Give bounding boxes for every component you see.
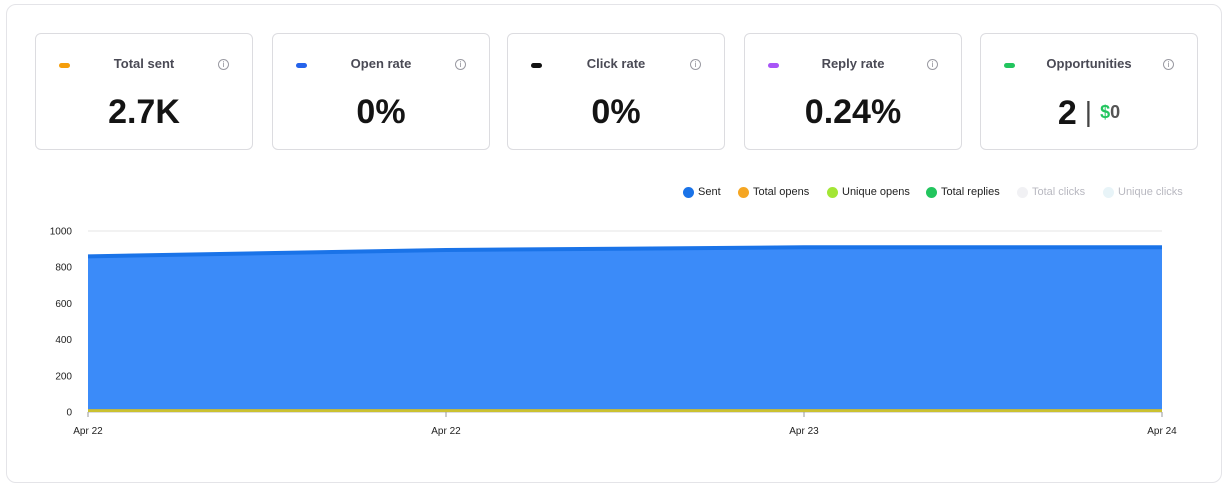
opportunities-count: 2 — [1057, 94, 1077, 132]
legend-label: Total replies — [941, 186, 1000, 198]
card-click-rate: Click rate i 0% — [507, 33, 725, 150]
legend-item-total-opens[interactable]: Total opens — [738, 186, 809, 198]
legend-dot — [1103, 186, 1114, 198]
y-axis: 0 200 400 600 800 1000 — [50, 227, 73, 419]
total-sent-value: 2.7K — [108, 93, 180, 131]
legend-label: Unique clicks — [1118, 186, 1183, 198]
click-rate-value: 0% — [591, 93, 641, 131]
amount-value: 0 — [1110, 102, 1121, 122]
legend-item-unique-opens[interactable]: Unique opens — [827, 186, 910, 198]
reply-rate-value: 0.24% — [804, 93, 902, 131]
legend-label: Total opens — [753, 186, 810, 198]
open-rate-swatch — [296, 63, 307, 68]
legend-dot — [1017, 186, 1028, 198]
y-tick-label: 1000 — [50, 227, 73, 238]
card-open-rate: Open rate i 0% — [272, 33, 490, 150]
info-icon[interactable]: i — [690, 59, 701, 70]
currency-symbol: $ — [1100, 102, 1111, 122]
card-reply-rate: Reply rate i 0.24% — [744, 33, 962, 150]
x-axis: Apr 22 Apr 22 Apr 23 Apr 24 — [73, 412, 1177, 437]
reply-rate-swatch — [768, 63, 779, 68]
legend-item-total-clicks[interactable]: Total clicks — [1017, 186, 1085, 198]
x-tick-label: Apr 24 — [1147, 426, 1177, 437]
legend-dot — [738, 186, 749, 198]
y-tick-label: 0 — [66, 408, 72, 419]
chart-legend: Sent Total opens Unique opens Total repl… — [0, 186, 1224, 200]
card-opportunities: Opportunities i 2 | $0 — [980, 33, 1198, 150]
legend-dot — [926, 186, 937, 198]
card-title: Opportunities — [1046, 56, 1132, 71]
x-tick-label: Apr 22 — [431, 426, 461, 437]
legend-label: Sent — [698, 186, 721, 198]
legend-dot — [827, 186, 838, 198]
click-rate-swatch — [531, 63, 542, 68]
area-sent — [88, 247, 1162, 412]
y-tick-label: 600 — [55, 299, 72, 310]
chart-areas — [87, 245, 1162, 412]
legend-dot — [683, 186, 694, 198]
x-tick-label: Apr 23 — [789, 426, 819, 437]
info-icon[interactable]: i — [927, 59, 938, 70]
legend-item-sent[interactable]: Sent — [683, 186, 721, 198]
legend-label: Total clicks — [1032, 186, 1086, 198]
x-tick-label: Apr 22 — [73, 426, 103, 437]
y-tick-label: 200 — [55, 371, 72, 382]
opportunities-value: 2 | $0 — [981, 92, 1197, 133]
total-sent-swatch — [59, 63, 70, 68]
info-icon[interactable]: i — [1163, 59, 1174, 70]
card-title: Open rate — [350, 56, 412, 71]
y-tick-label: 800 — [55, 263, 72, 274]
legend-item-unique-clicks[interactable]: Unique clicks — [1103, 186, 1183, 198]
card-title: Click rate — [586, 56, 646, 71]
value-separator: | — [1084, 96, 1093, 127]
legend-label: Unique opens — [842, 186, 910, 198]
info-icon[interactable]: i — [218, 59, 229, 70]
card-title: Reply rate — [821, 56, 885, 71]
info-icon[interactable]: i — [455, 59, 466, 70]
y-tick-label: 400 — [55, 335, 72, 346]
opportunities-amount: $0 — [1100, 102, 1120, 122]
legend-item-total-replies[interactable]: Total replies — [926, 186, 1000, 198]
card-total-sent: Total sent i 2.7K — [35, 33, 253, 150]
card-title: Total sent — [113, 56, 175, 71]
sent-line — [87, 245, 1162, 259]
open-rate-value: 0% — [356, 93, 406, 131]
area-unique-opens — [88, 409, 1162, 412]
opportunities-swatch — [1004, 63, 1015, 68]
